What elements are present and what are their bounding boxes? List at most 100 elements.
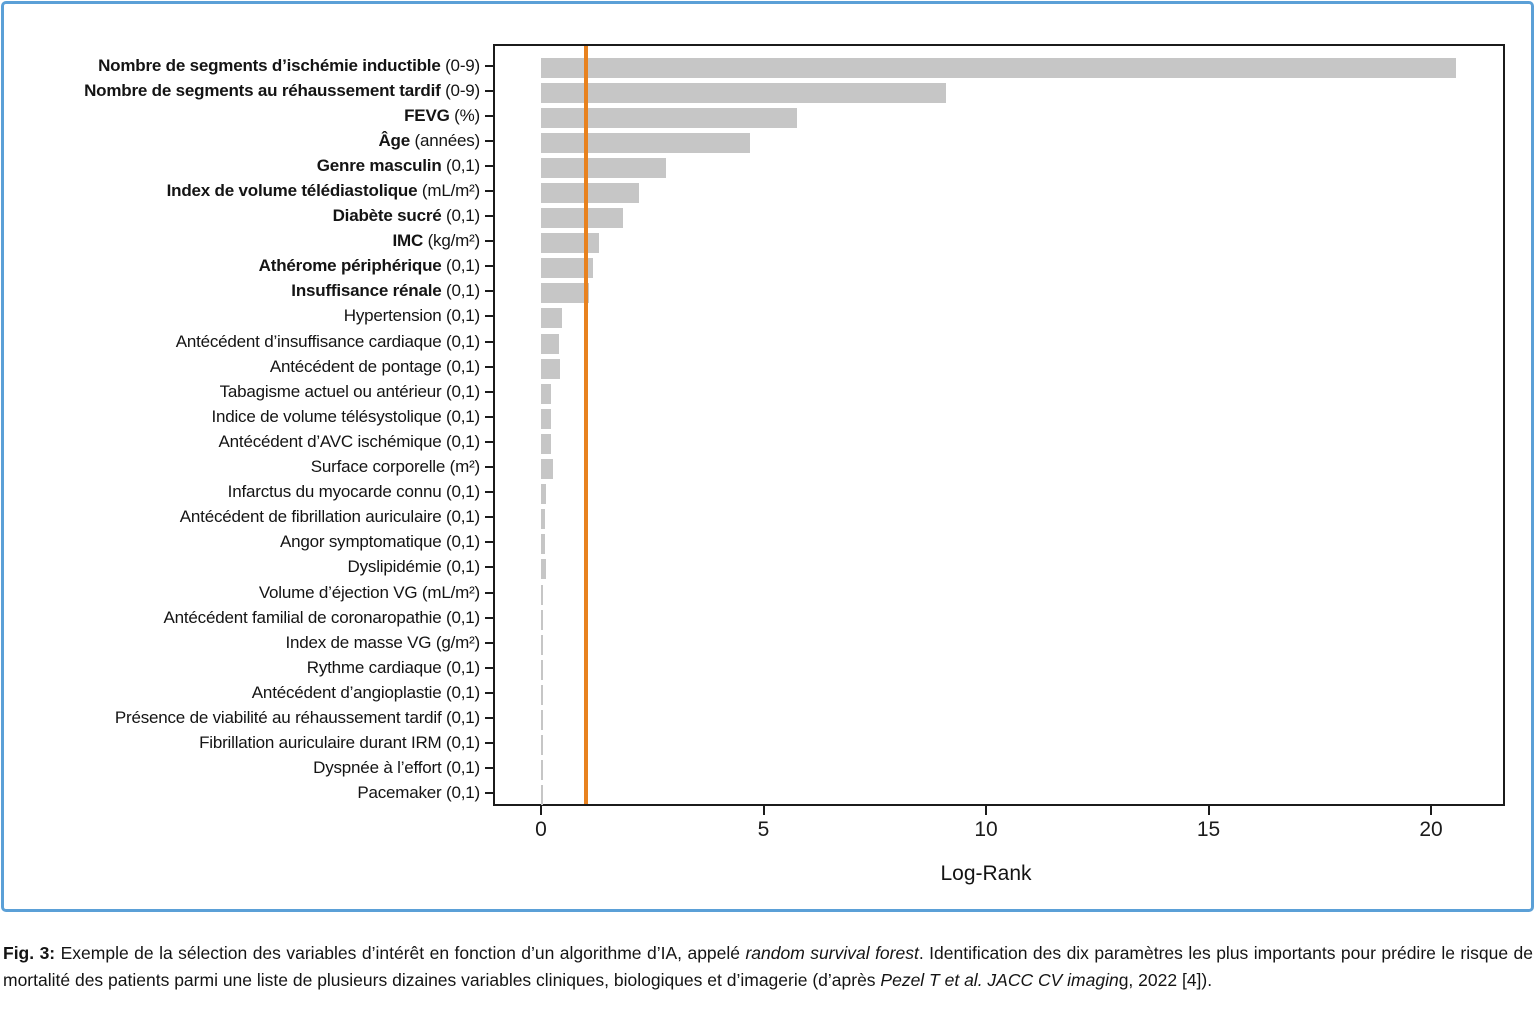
bar (541, 609, 544, 630)
y-tick-mark (485, 315, 493, 318)
category-label: Index de volume télédiastolique (mL/m²) (4, 178, 493, 203)
y-tick-mark (485, 240, 493, 243)
bar (541, 258, 594, 279)
y-tick-mark (485, 265, 493, 268)
y-tick-mark (485, 190, 493, 193)
y-tick-mark (485, 767, 493, 770)
category-label: Antécédent de pontage (0,1) (4, 354, 493, 379)
y-tick-mark (485, 716, 493, 719)
bar (541, 358, 560, 379)
category-label-text: Rythme cardiaque (0,1) (306, 657, 480, 677)
category-label-text: Antécédent d’angioplastie (0,1) (251, 682, 480, 702)
bar (541, 283, 589, 304)
bar (541, 433, 551, 454)
bar-chart-plot (493, 44, 1505, 806)
category-label: Infarctus du myocarde connu (0,1) (4, 480, 493, 505)
category-label-text: Infarctus du myocarde connu (0,1) (227, 482, 481, 502)
y-tick-mark (485, 365, 493, 368)
bar (541, 383, 551, 404)
category-label-text: Pacemaker (0,1) (357, 783, 480, 803)
category-label-text: Surface corporelle (m²) (310, 457, 480, 477)
bar-row (495, 733, 1503, 758)
category-label-text: Insuffisance rénale (0,1) (291, 281, 480, 301)
x-axis: 0 5 10 15 20 (493, 806, 1505, 851)
bar (541, 735, 544, 756)
y-axis-labels: Nombre de segments d’ischémie inductible… (4, 44, 493, 815)
bar-row (495, 532, 1503, 557)
bar-row (495, 431, 1503, 456)
y-tick-mark (485, 390, 493, 393)
bar (541, 308, 563, 329)
x-tick-label: 15 (1196, 818, 1221, 841)
y-tick-mark (485, 742, 493, 745)
category-label-text: Hypertension (0,1) (343, 306, 480, 326)
figure-caption: Fig. 3: Exemple de la sélection des vari… (3, 940, 1533, 995)
category-label-text: Angor symptomatique (0,1) (279, 532, 480, 552)
bar (541, 634, 544, 655)
bar (541, 484, 546, 505)
caption-segment: Pezel T et al. JACC CV imagin (880, 970, 1119, 991)
bar-row (495, 707, 1503, 732)
bar-row (495, 406, 1503, 431)
figure-box: Nombre de segments d’ischémie inductible… (1, 1, 1534, 912)
bar-row (495, 783, 1503, 808)
bar-row (495, 306, 1503, 331)
y-tick-mark (485, 792, 493, 795)
category-label-text: Dyslipidémie (0,1) (347, 557, 481, 577)
category-label-text: Présence de viabilité au réhaussement ta… (114, 707, 480, 727)
category-label-text: Nombre de segments au réhaussement tardi… (84, 80, 480, 100)
y-tick-mark (485, 114, 493, 117)
category-label: Surface corporelle (m²) (4, 455, 493, 480)
bar-row (495, 607, 1503, 632)
category-label: Présence de viabilité au réhaussement ta… (4, 705, 493, 730)
category-label-text: Fibrillation auriculaire durant IRM (0,1… (199, 733, 480, 753)
category-label: Genre masculin (0,1) (4, 153, 493, 178)
x-tick-mark (1207, 806, 1210, 815)
bar (541, 709, 544, 730)
category-label: Angor symptomatique (0,1) (4, 530, 493, 555)
bar-row (495, 281, 1503, 306)
bar (541, 57, 1456, 78)
category-label-text: FEVG (%) (404, 105, 480, 125)
category-label-text: Genre masculin (0,1) (316, 155, 480, 175)
bar (541, 459, 553, 480)
bar-row (495, 356, 1503, 381)
y-tick-mark (485, 641, 493, 644)
x-axis-title: Log-Rank (940, 862, 1032, 885)
bar-row (495, 657, 1503, 682)
y-tick-mark (485, 616, 493, 619)
bar (541, 107, 797, 128)
bar-row (495, 457, 1503, 482)
y-tick-mark (485, 164, 493, 167)
caption-segment: g, 2022 [4]). (1118, 970, 1213, 991)
category-label: Pacemaker (0,1) (4, 781, 493, 806)
y-tick-mark (485, 139, 493, 142)
category-label: Nombre de segments d’ischémie inductible… (4, 53, 493, 78)
y-tick-mark (485, 466, 493, 469)
category-label: Âge (années) (4, 128, 493, 153)
bar (541, 785, 544, 806)
bar (541, 408, 551, 429)
category-label: IMC (kg/m²) (4, 229, 493, 254)
x-tick-label: 20 (1419, 818, 1443, 841)
category-label: Fibrillation auriculaire durant IRM (0,1… (4, 731, 493, 756)
category-label-text: Antécédent de fibrillation auriculaire (… (179, 507, 480, 527)
bar (541, 208, 624, 229)
bar (541, 534, 545, 555)
category-label: Insuffisance rénale (0,1) (4, 279, 493, 304)
x-tick-mark (985, 806, 987, 815)
caption-segment: Exemple de la sélection des variables d’… (55, 943, 746, 963)
category-label: Athérome périphérique (0,1) (4, 254, 493, 279)
category-label: Dyslipidémie (0,1) (4, 555, 493, 580)
y-tick-mark (485, 541, 493, 544)
y-tick-mark (485, 491, 493, 494)
bar-row (495, 80, 1503, 105)
bar-row (495, 482, 1503, 507)
y-tick-mark (485, 89, 493, 92)
category-label-text: Âge (années) (378, 130, 480, 150)
bar-row (495, 582, 1503, 607)
x-tick-mark (1430, 806, 1432, 815)
category-label: Antécédent de fibrillation auriculaire (… (4, 505, 493, 530)
category-label-text: Index de volume télédiastolique (mL/m²) (166, 181, 481, 201)
